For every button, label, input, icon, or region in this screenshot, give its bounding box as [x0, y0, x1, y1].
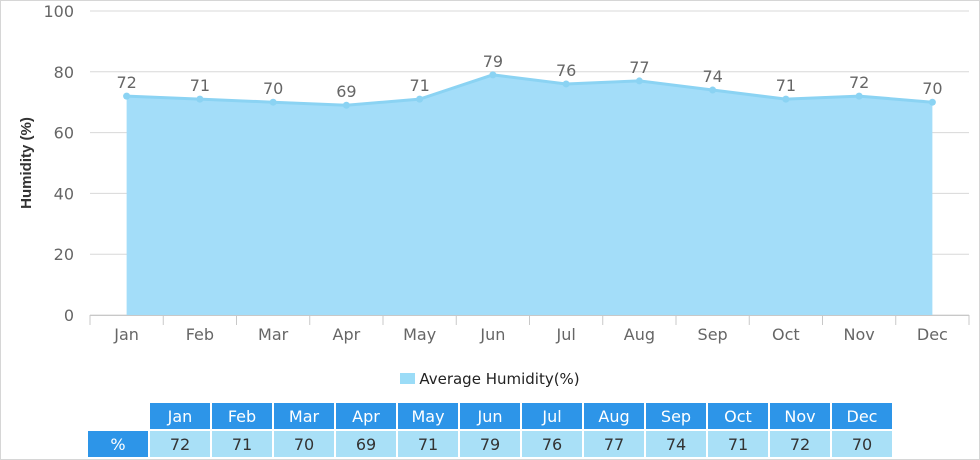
y-tick-label-40: 40 — [54, 184, 74, 203]
table-value-may: 71 — [398, 431, 460, 459]
data-point-feb — [196, 95, 204, 103]
data-point-apr — [342, 101, 350, 109]
x-tick-label-may: May — [403, 325, 436, 344]
data-point-nov — [855, 92, 863, 100]
table-header-jul: Jul — [522, 403, 584, 431]
data-point-oct — [782, 95, 790, 103]
data-point-mar — [269, 98, 277, 106]
table-header-oct: Oct — [708, 403, 770, 431]
x-tick-label-jun: Jun — [479, 325, 505, 344]
table-header-may: May — [398, 403, 460, 431]
legend-swatch — [400, 373, 416, 384]
x-tick-label-jul: Jul — [555, 325, 575, 344]
table-corner — [88, 403, 150, 431]
humidity-data-table: Jan Feb Mar Apr May Jun Jul Aug Sep Oct … — [88, 403, 894, 459]
table-value-dec: 70 — [832, 431, 894, 459]
table-value-mar: 70 — [274, 431, 336, 459]
data-label-may: 71 — [409, 76, 429, 95]
data-label-aug: 77 — [629, 58, 649, 77]
data-point-jul — [562, 80, 570, 88]
data-label-oct: 71 — [776, 76, 796, 95]
x-tick-label-feb: Feb — [186, 325, 214, 344]
data-point-jun — [489, 71, 497, 79]
table-header-feb: Feb — [212, 403, 274, 431]
data-label-mar: 70 — [263, 79, 283, 98]
y-axis-title: Humidity (%) — [18, 117, 35, 209]
data-label-jan: 72 — [116, 73, 136, 92]
table-value-row: % 72 71 70 69 71 79 76 77 74 71 72 70 — [88, 431, 894, 459]
table-value-aug: 77 — [584, 431, 646, 459]
chart-legend[interactable]: Average Humidity(%) — [0, 370, 980, 388]
series-line — [126, 73, 933, 107]
y-tick-label-20: 20 — [54, 245, 74, 264]
data-label-feb: 71 — [190, 76, 210, 95]
y-tick-label-100: 100 — [43, 2, 74, 21]
data-point-dec — [928, 98, 936, 106]
table-header-jan: Jan — [150, 403, 212, 431]
x-tick-label-oct: Oct — [772, 325, 800, 344]
data-label-nov: 72 — [849, 73, 869, 92]
x-tick-label-mar: Mar — [258, 325, 289, 344]
data-point-aug — [635, 77, 643, 85]
data-point-may — [416, 95, 424, 103]
table-header-aug: Aug — [584, 403, 646, 431]
data-label-jun: 79 — [483, 52, 503, 71]
x-tick-label-nov: Nov — [844, 325, 875, 344]
x-tick-label-sep: Sep — [698, 325, 728, 344]
table-value-jul: 76 — [522, 431, 584, 459]
table-header-dec: Dec — [832, 403, 894, 431]
data-label-sep: 74 — [702, 67, 722, 86]
y-tick-label-80: 80 — [54, 63, 74, 82]
x-tick-label-apr: Apr — [333, 325, 361, 344]
x-tick-label-aug: Aug — [624, 325, 655, 344]
table-value-nov: 72 — [770, 431, 832, 459]
x-tick-label-dec: Dec — [917, 325, 948, 344]
table-header-nov: Nov — [770, 403, 832, 431]
table-header-row: Jan Feb Mar Apr May Jun Jul Aug Sep Oct … — [88, 403, 894, 431]
data-point-jan — [123, 92, 131, 100]
table-value-jan: 72 — [150, 431, 212, 459]
table-value-oct: 71 — [708, 431, 770, 459]
y-tick-label-0: 0 — [64, 306, 74, 325]
data-label-apr: 69 — [336, 82, 356, 101]
data-point-sep — [709, 86, 717, 94]
table-value-jun: 79 — [460, 431, 522, 459]
table-value-apr: 69 — [336, 431, 398, 459]
humidity-area-chart: 0 20 40 60 80 100 Humidity (%) 72 71 70 69 71 79 76 77… — [18, 2, 970, 344]
data-label-jul: 76 — [556, 61, 576, 80]
legend-label: Average Humidity(%) — [419, 370, 580, 388]
table-value-sep: 74 — [646, 431, 708, 459]
x-tick-label-jan: Jan — [113, 325, 139, 344]
table-header-apr: Apr — [336, 403, 398, 431]
table-value-feb: 71 — [212, 431, 274, 459]
table-header-sep: Sep — [646, 403, 708, 431]
table-header-mar: Mar — [274, 403, 336, 431]
table-header-jun: Jun — [460, 403, 522, 431]
series-area-fill — [126, 74, 933, 315]
data-label-dec: 70 — [922, 79, 942, 98]
table-row-label: % — [88, 431, 150, 459]
y-tick-label-60: 60 — [54, 124, 74, 143]
